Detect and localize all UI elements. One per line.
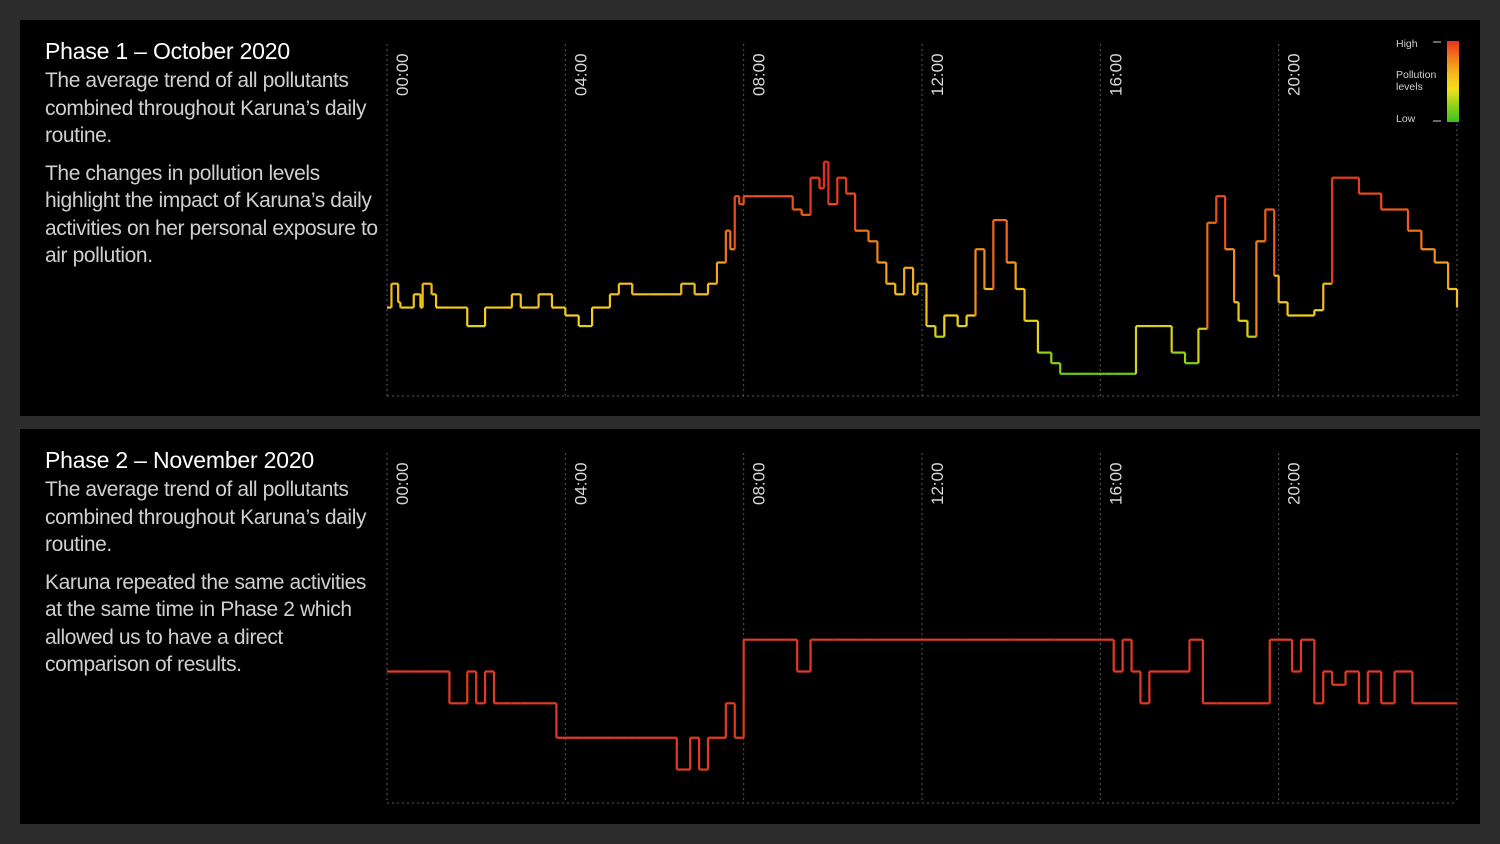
legend-high-label: High: [1396, 38, 1418, 50]
tick-label-0400: 04:00: [571, 53, 590, 96]
tick-label-1200: 12:00: [928, 462, 947, 505]
phase2-panel: Phase 2 – November 2020 The average tren…: [20, 429, 1480, 824]
phase1-insight: The changes in pollution levels highligh…: [45, 161, 378, 268]
tick-label-0000: 00:00: [393, 462, 412, 505]
phase2-insight: Karuna repeated the same activities at t…: [45, 570, 367, 677]
tick-label-1600: 16:00: [1106, 53, 1125, 96]
phase1-title: Phase 1 – October 2020: [45, 38, 290, 64]
tick-label-2000: 20:00: [1285, 53, 1304, 96]
phase2-description: The average trend of all pollutants comb…: [45, 478, 367, 556]
phase2-chart: 00:00 04:00 08:00 12:00 16:00 20:00: [386, 453, 1458, 804]
phase1-chart: 00:00 04:00 08:00 12:00 16:00 20:00 High Pollut…: [386, 38, 1459, 397]
legend-title: Pollution levels: [1396, 69, 1436, 93]
phase1-panel: Phase 1 – October 2020 The average trend…: [20, 20, 1480, 416]
phase2-title: Phase 2 – November 2020: [45, 447, 315, 473]
legend-gradient-bar: [1447, 41, 1459, 122]
tick-label-1200: 12:00: [928, 53, 947, 96]
tick-label-0000: 00:00: [393, 53, 412, 96]
tick-label-1600: 16:00: [1106, 462, 1125, 505]
phase1-description: The average trend of all pollutants comb…: [45, 69, 367, 147]
tick-label-0400: 04:00: [571, 462, 590, 505]
tick-label-2000: 20:00: [1285, 462, 1304, 505]
phase2-text-block: Phase 2 – November 2020 The average tren…: [45, 447, 380, 689]
phase1-text-block: Phase 1 – October 2020 The average trend…: [45, 38, 380, 280]
legend-low-label: Low: [1396, 113, 1416, 125]
tick-label-0800: 08:00: [750, 462, 769, 505]
tick-label-0800: 08:00: [750, 53, 769, 96]
